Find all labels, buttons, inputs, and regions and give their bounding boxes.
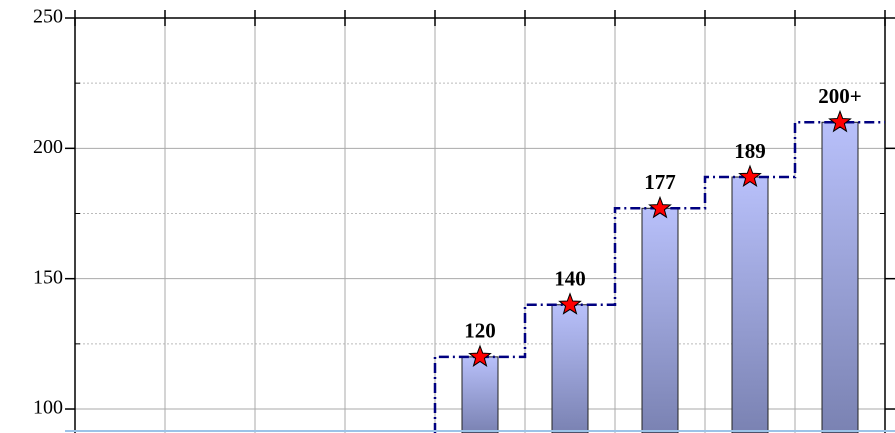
bar: [641, 207, 679, 433]
value-label: 177: [644, 170, 676, 194]
value-label: 140: [554, 267, 586, 291]
y-tick-label: 100: [33, 397, 63, 419]
y-tick-label: 200: [33, 136, 63, 158]
y-tick-label: 250: [33, 6, 63, 28]
star-marker: [648, 195, 672, 219]
bar: [821, 121, 859, 433]
y-tick-label: 150: [33, 266, 63, 288]
star-marker: [828, 109, 852, 133]
value-label: 120: [464, 319, 496, 343]
value-label: 189: [734, 139, 766, 163]
star-marker: [468, 344, 492, 367]
bar: [461, 356, 499, 433]
star-marker: [738, 164, 762, 188]
step-line: [433, 121, 885, 433]
bar: [551, 304, 589, 433]
star-marker: [558, 292, 582, 315]
value-label: 200+: [818, 84, 861, 108]
bar: [731, 176, 769, 433]
